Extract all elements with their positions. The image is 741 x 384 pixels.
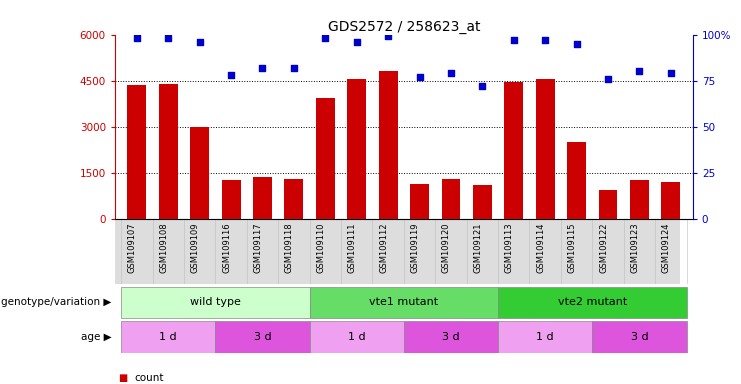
- Bar: [498, 321, 592, 353]
- Point: [382, 33, 394, 40]
- Text: 1 d: 1 d: [536, 332, 554, 342]
- Point: [350, 39, 362, 45]
- Point: [539, 37, 551, 43]
- Bar: [253, 177, 272, 219]
- Bar: [473, 185, 492, 219]
- Point: [131, 35, 143, 41]
- Text: GSM109108: GSM109108: [159, 222, 168, 273]
- Bar: [662, 182, 680, 219]
- Bar: [216, 321, 310, 353]
- Bar: [567, 142, 586, 219]
- Bar: [310, 287, 498, 318]
- Text: GSM109114: GSM109114: [536, 222, 545, 273]
- Text: GSM109109: GSM109109: [190, 222, 199, 273]
- Point: [225, 72, 237, 78]
- Text: GSM109118: GSM109118: [285, 222, 294, 273]
- Text: GSM109121: GSM109121: [473, 222, 482, 273]
- Point: [162, 35, 174, 41]
- Text: age ▶: age ▶: [81, 332, 111, 342]
- Bar: [592, 321, 687, 353]
- Bar: [159, 84, 178, 219]
- Bar: [127, 85, 146, 219]
- Text: GSM109112: GSM109112: [379, 222, 388, 273]
- Text: 1 d: 1 d: [348, 332, 365, 342]
- Bar: [222, 180, 241, 219]
- Bar: [348, 79, 366, 219]
- Text: 1 d: 1 d: [159, 332, 177, 342]
- Bar: [410, 184, 429, 219]
- Text: count: count: [135, 373, 165, 383]
- Text: GSM109120: GSM109120: [442, 222, 451, 273]
- Text: GSM109113: GSM109113: [505, 222, 514, 273]
- Point: [256, 65, 268, 71]
- Text: GSM109119: GSM109119: [411, 222, 419, 273]
- Bar: [316, 98, 335, 219]
- Text: GSM109117: GSM109117: [253, 222, 262, 273]
- Point: [413, 74, 425, 80]
- Point: [193, 39, 205, 45]
- Bar: [536, 79, 554, 219]
- Bar: [310, 321, 404, 353]
- Bar: [630, 180, 649, 219]
- Text: vte2 mutant: vte2 mutant: [558, 297, 627, 308]
- Point: [288, 65, 300, 71]
- Text: GSM109110: GSM109110: [316, 222, 325, 273]
- Bar: [599, 190, 617, 219]
- Text: GSM109111: GSM109111: [348, 222, 356, 273]
- Bar: [404, 321, 498, 353]
- Text: GSM109124: GSM109124: [662, 222, 671, 273]
- Bar: [190, 127, 209, 219]
- Text: vte1 mutant: vte1 mutant: [369, 297, 439, 308]
- Text: 3 d: 3 d: [253, 332, 271, 342]
- Point: [319, 35, 331, 41]
- Point: [508, 37, 519, 43]
- Text: 3 d: 3 d: [442, 332, 459, 342]
- Title: GDS2572 / 258623_at: GDS2572 / 258623_at: [328, 20, 480, 33]
- Text: GSM109107: GSM109107: [128, 222, 137, 273]
- Text: 3 d: 3 d: [631, 332, 648, 342]
- Bar: [121, 287, 310, 318]
- Text: ■: ■: [119, 373, 127, 383]
- Text: GSM109123: GSM109123: [631, 222, 639, 273]
- Bar: [505, 82, 523, 219]
- Text: genotype/variation ▶: genotype/variation ▶: [1, 297, 111, 308]
- Point: [634, 68, 645, 74]
- Bar: [498, 287, 687, 318]
- Bar: [121, 321, 216, 353]
- Point: [571, 41, 582, 47]
- Bar: [285, 179, 303, 219]
- Text: wild type: wild type: [190, 297, 241, 308]
- Point: [602, 76, 614, 82]
- Text: GSM109116: GSM109116: [222, 222, 231, 273]
- Bar: [442, 179, 460, 219]
- Point: [476, 83, 488, 89]
- Text: GSM109122: GSM109122: [599, 222, 608, 273]
- Text: GSM109115: GSM109115: [568, 222, 576, 273]
- Bar: [379, 71, 398, 219]
- Point: [445, 70, 457, 76]
- Point: [665, 70, 677, 76]
